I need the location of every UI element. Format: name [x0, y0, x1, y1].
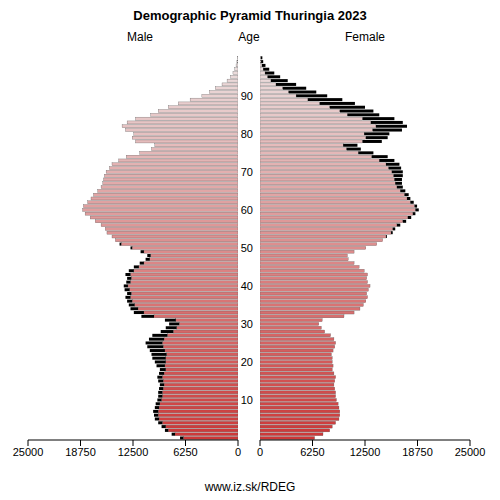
- svg-text:30: 30: [241, 318, 253, 330]
- svg-text:25000: 25000: [455, 446, 486, 458]
- svg-text:90: 90: [241, 90, 253, 102]
- svg-text:0: 0: [235, 446, 241, 458]
- svg-text:70: 70: [241, 166, 253, 178]
- html-text:Male: Male: [127, 30, 153, 44]
- svg-text:18750: 18750: [402, 446, 433, 458]
- svg-text:0: 0: [257, 446, 263, 458]
- svg-text:40: 40: [241, 280, 253, 292]
- html-text:Age: Age: [238, 30, 260, 44]
- svg-text:20: 20: [241, 356, 253, 368]
- svg-text:18750: 18750: [65, 446, 96, 458]
- svg-text:25000: 25000: [13, 446, 44, 458]
- svg-text:80: 80: [241, 128, 253, 140]
- svg-text:6250: 6250: [173, 446, 197, 458]
- svg-text:6250: 6250: [300, 446, 324, 458]
- svg-text:50: 50: [241, 242, 253, 254]
- html-text:Demographic Pyramid Thuringia: Demographic Pyramid Thuringia 2023: [133, 8, 367, 23]
- svg-text:12500: 12500: [118, 446, 149, 458]
- html-text:www.iz.sk/RDEG: www.iz.sk/RDEG: [204, 480, 296, 494]
- svg-text:12500: 12500: [350, 446, 381, 458]
- html-text:Female: Female: [345, 30, 385, 44]
- svg-text:60: 60: [241, 204, 253, 216]
- svg-text:10: 10: [241, 394, 253, 406]
